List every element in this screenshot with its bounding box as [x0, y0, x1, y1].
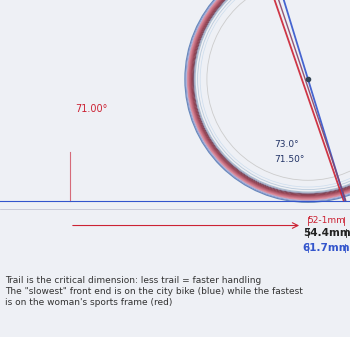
- Text: 71.00°: 71.00°: [75, 104, 107, 114]
- Text: is on the woman's sports frame (red): is on the woman's sports frame (red): [5, 298, 172, 307]
- Text: 52-1mm: 52-1mm: [307, 216, 345, 225]
- Text: 54.4mm: 54.4mm: [303, 227, 350, 238]
- Text: 73.0°: 73.0°: [274, 140, 299, 149]
- Text: 71.50°: 71.50°: [274, 155, 304, 164]
- Text: The "slowest" front end is on the city bike (blue) while the fastest: The "slowest" front end is on the city b…: [5, 286, 303, 296]
- Text: Trail is the critical dimension: less trail = faster handling: Trail is the critical dimension: less tr…: [5, 276, 261, 284]
- Text: 61.7mm: 61.7mm: [303, 243, 350, 252]
